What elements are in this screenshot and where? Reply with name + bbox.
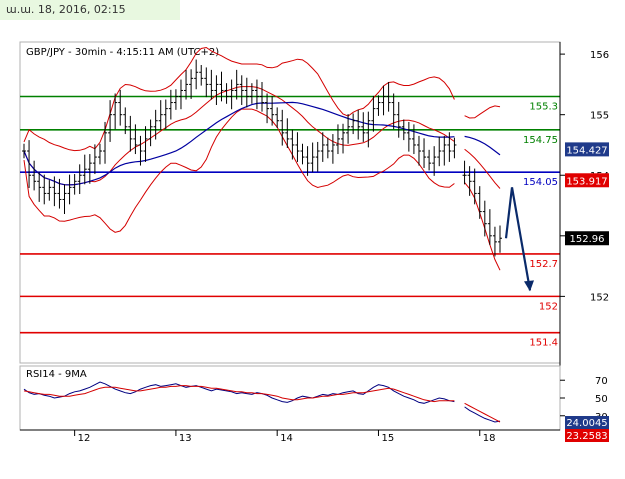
moving-average — [23, 101, 501, 186]
price-tick-label: 152 — [590, 292, 609, 303]
main-panel: GBP/JPY - 30min - 4:15:11 AM (UTC+2) 155… — [19, 41, 561, 364]
bollinger-bands — [23, 46, 501, 271]
forecast-arrow-head — [524, 280, 534, 292]
date-bar: ա.ա. 18, 2016, 02:15 — [0, 0, 625, 20]
price-badge — [565, 142, 609, 157]
rsi-tick-label: 70 — [595, 376, 608, 387]
rsi-badge-label: 23.2583 — [566, 431, 607, 442]
level-label: 155.3 — [529, 102, 558, 113]
rsi-badge — [565, 429, 609, 442]
time-axis-ticks: 12 13 14 15 18 — [20, 429, 560, 444]
rsi-badge-label: 24.0045 — [566, 418, 607, 429]
forecast-arrow — [504, 187, 534, 292]
price-panel-frame — [19, 41, 561, 364]
level-label: 151.4 — [529, 338, 558, 349]
time-tick-label: 14 — [280, 433, 293, 444]
price-badge-label: 152.96 — [570, 234, 605, 245]
bollinger-upper — [23, 46, 501, 152]
rsi-line — [23, 381, 501, 423]
time-tick-label: 15 — [381, 433, 394, 444]
price-badges: 154.427 153.917 152.96 — [565, 142, 609, 246]
moving-average-line — [23, 101, 501, 186]
rsi-tick-label: 50 — [595, 394, 608, 405]
time-tick-label: 12 — [78, 433, 91, 444]
price-bars — [22, 59, 502, 257]
price-chart-title: GBP/JPY - 30min - 4:15:11 AM (UTC+2) — [26, 47, 219, 58]
rsi-badge — [565, 416, 609, 429]
time-tick-label: 13 — [179, 433, 192, 444]
date-bar-background — [0, 0, 180, 20]
bollinger-middle — [23, 86, 501, 189]
level-label: 154.75 — [523, 135, 558, 146]
rsi-ma-line — [23, 385, 501, 423]
rsi-panel-frame — [19, 365, 561, 431]
forecast-arrow-line — [504, 187, 532, 291]
level-label: 154.05 — [523, 177, 558, 188]
price-badge — [565, 231, 609, 246]
price-tick-label: 156 — [590, 50, 609, 61]
time-tick-label: 18 — [483, 433, 496, 444]
rsi-title: RSI14 - 9MA — [26, 369, 87, 380]
level-label: 152.7 — [529, 259, 558, 270]
price-tick-label: 155 — [590, 111, 609, 122]
level-label: 152 — [539, 301, 558, 312]
price-badge-label: 153.917 — [566, 176, 607, 187]
rsi-lines — [23, 381, 501, 423]
bollinger-lower — [23, 108, 501, 271]
price-badge — [565, 173, 609, 188]
date-text: ա.ա. 18, 2016, 02:15 — [6, 3, 126, 16]
price-badge-label: 154.427 — [566, 145, 607, 156]
